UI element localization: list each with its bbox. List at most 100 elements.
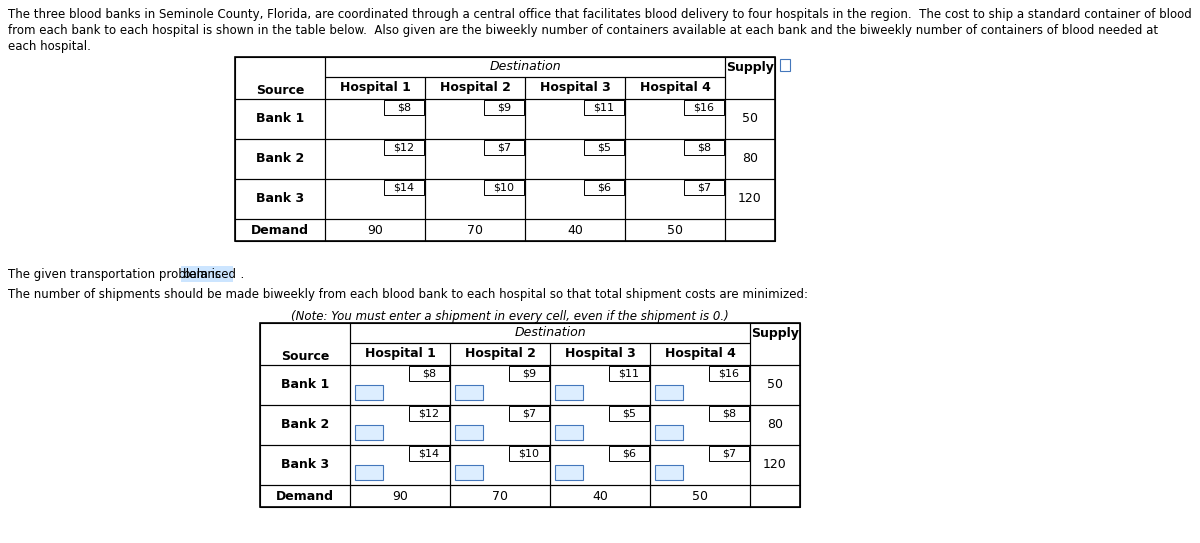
Text: $16: $16 (694, 103, 714, 112)
Text: $10: $10 (518, 449, 540, 459)
Bar (384, 100, 424, 115)
Text: balanced: balanced (182, 268, 238, 281)
Bar (181, 266, 233, 282)
Text: Hospital 2: Hospital 2 (464, 348, 535, 361)
Text: Supply: Supply (751, 327, 799, 340)
Text: 40: 40 (592, 489, 608, 502)
Bar (450, 445, 550, 485)
Text: $11: $11 (594, 103, 614, 112)
Bar (725, 57, 775, 99)
Bar (450, 365, 550, 405)
Text: 50: 50 (742, 112, 758, 125)
Bar (625, 179, 725, 219)
Bar (725, 219, 775, 241)
Bar (526, 139, 625, 179)
Text: $7: $7 (522, 408, 536, 419)
Bar (235, 139, 325, 179)
Text: $7: $7 (697, 182, 712, 193)
Bar (625, 77, 725, 99)
Bar (550, 365, 650, 405)
Bar (780, 59, 790, 71)
Bar (355, 465, 383, 480)
Bar (750, 323, 800, 365)
Bar (684, 180, 724, 195)
Bar (584, 180, 624, 195)
Bar (625, 139, 725, 179)
Text: 70: 70 (492, 489, 508, 502)
Text: $14: $14 (419, 449, 439, 459)
Text: Hospital 3: Hospital 3 (565, 348, 635, 361)
Bar (425, 179, 526, 219)
Bar (554, 465, 583, 480)
Text: .: . (233, 268, 245, 281)
Text: 90: 90 (367, 224, 383, 237)
Text: 70: 70 (467, 224, 482, 237)
Text: (Note: You must enter a shipment in every cell, even if the shipment is 0.): (Note: You must enter a shipment in ever… (292, 310, 728, 323)
Bar (584, 140, 624, 155)
Text: from each bank to each hospital is shown in the table below.  Also given are the: from each bank to each hospital is shown… (8, 24, 1158, 37)
Text: Hospital 4: Hospital 4 (640, 81, 710, 94)
Bar (450, 485, 550, 507)
Bar (235, 179, 325, 219)
Text: $8: $8 (422, 369, 436, 378)
Bar (725, 99, 775, 139)
Bar (384, 140, 424, 155)
Bar (355, 385, 383, 400)
Text: The three blood banks in Seminole County, Florida, are coordinated through a cen: The three blood banks in Seminole County… (8, 8, 1192, 21)
Bar (425, 99, 526, 139)
Bar (610, 406, 649, 421)
Bar (554, 385, 583, 400)
Bar (384, 180, 424, 195)
Text: $16: $16 (719, 369, 739, 378)
Bar (509, 366, 550, 381)
Text: Demand: Demand (251, 224, 310, 237)
Bar (235, 57, 325, 99)
Bar (650, 485, 750, 507)
Bar (509, 446, 550, 461)
Text: 80: 80 (742, 153, 758, 166)
Bar (350, 485, 450, 507)
Text: Hospital 1: Hospital 1 (340, 81, 410, 94)
Text: The number of shipments should be made biweekly from each blood bank to each hos: The number of shipments should be made b… (8, 288, 808, 301)
Bar (450, 343, 550, 365)
Text: 80: 80 (767, 419, 784, 432)
Text: Bank 3: Bank 3 (281, 458, 329, 471)
Bar (725, 179, 775, 219)
Bar (235, 219, 325, 241)
Bar (650, 343, 750, 365)
Bar (526, 219, 625, 241)
Bar (709, 366, 749, 381)
Text: each hospital.: each hospital. (8, 40, 91, 53)
Text: $14: $14 (394, 182, 414, 193)
Text: The given transportation problem is: The given transportation problem is (8, 268, 229, 281)
Text: 120: 120 (738, 193, 762, 205)
Bar (684, 140, 724, 155)
Text: Bank 1: Bank 1 (256, 112, 304, 125)
Bar (260, 323, 800, 507)
Text: $8: $8 (722, 408, 736, 419)
Bar (425, 77, 526, 99)
Bar (325, 57, 725, 77)
Bar (625, 219, 725, 241)
Text: Hospital 2: Hospital 2 (439, 81, 510, 94)
Text: $11: $11 (618, 369, 640, 378)
Text: 50: 50 (767, 378, 784, 392)
Text: $5: $5 (598, 143, 611, 153)
Text: $12: $12 (394, 143, 414, 153)
Bar (355, 425, 383, 440)
Text: $9: $9 (497, 103, 511, 112)
Text: Destination: Destination (490, 60, 560, 73)
Bar (709, 406, 749, 421)
Bar (526, 179, 625, 219)
Text: Destination: Destination (514, 326, 586, 339)
Bar (725, 139, 775, 179)
Text: Demand: Demand (276, 489, 334, 502)
Bar (260, 445, 350, 485)
Bar (350, 445, 450, 485)
Bar (260, 485, 350, 507)
Bar (325, 139, 425, 179)
Text: $10: $10 (493, 182, 515, 193)
Bar (650, 365, 750, 405)
Bar (610, 366, 649, 381)
Bar (655, 385, 683, 400)
